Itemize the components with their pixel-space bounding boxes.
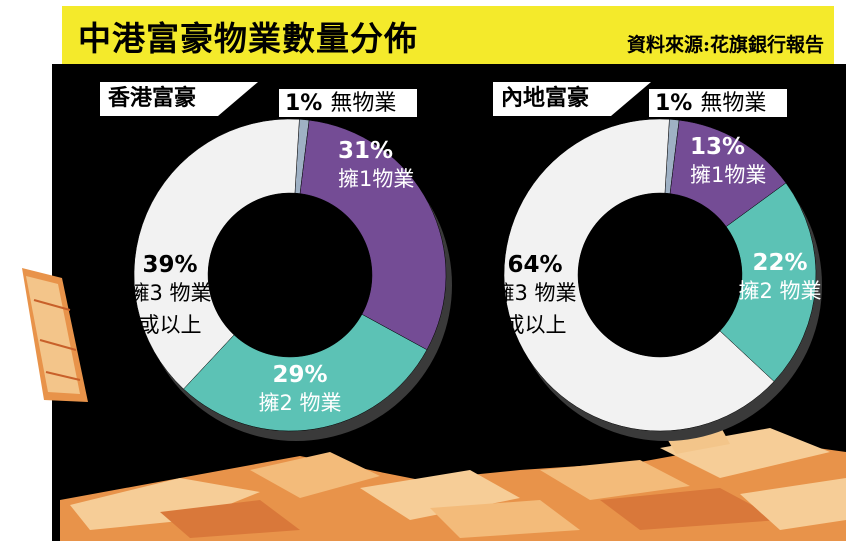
slice-value-one: 31% <box>338 138 393 164</box>
slice-value-two: 29% <box>272 362 327 388</box>
source-note: 資料來源:花旗銀行報告 <box>626 34 824 56</box>
chart-title: 中港富豪物業數量分佈 <box>78 19 418 58</box>
label-plate <box>279 89 417 117</box>
tag-arrow-mainland <box>611 82 651 116</box>
banknote-pile <box>60 418 846 541</box>
slice-value-three-plus: 64% <box>507 252 562 278</box>
slice-value-three-plus: 39% <box>142 252 197 278</box>
chart-tag-mainland: 內地富豪 <box>493 82 611 116</box>
slice-label-two: 擁2 物業 <box>738 279 821 303</box>
falling-banknote-left <box>22 268 88 402</box>
chart-tag-hk: 香港富豪 <box>100 82 218 116</box>
title-bar <box>62 6 834 64</box>
slice-value-two: 22% <box>752 250 807 276</box>
slice-value-one: 13% <box>690 134 745 160</box>
slice-label-two: 擁2 物業 <box>258 391 341 415</box>
slice-label-none: 1% 無物業 <box>285 91 396 116</box>
slice-label-none: 1% 無物業 <box>655 91 766 116</box>
label-plate <box>649 89 787 117</box>
donut-hole <box>578 193 742 357</box>
donut-hole <box>208 193 372 357</box>
slice-label-three-plus: 或以上 <box>504 313 567 337</box>
slice-label-one: 擁1物業 <box>338 167 414 191</box>
slice-label-three-plus: 擁3 物業 <box>128 281 211 305</box>
slice-label-three-plus: 或以上 <box>139 313 202 337</box>
slice-label-one: 擁1物業 <box>690 163 766 187</box>
tag-arrow-hk <box>218 82 258 116</box>
slice-label-three-plus: 擁3 物業 <box>493 281 576 305</box>
